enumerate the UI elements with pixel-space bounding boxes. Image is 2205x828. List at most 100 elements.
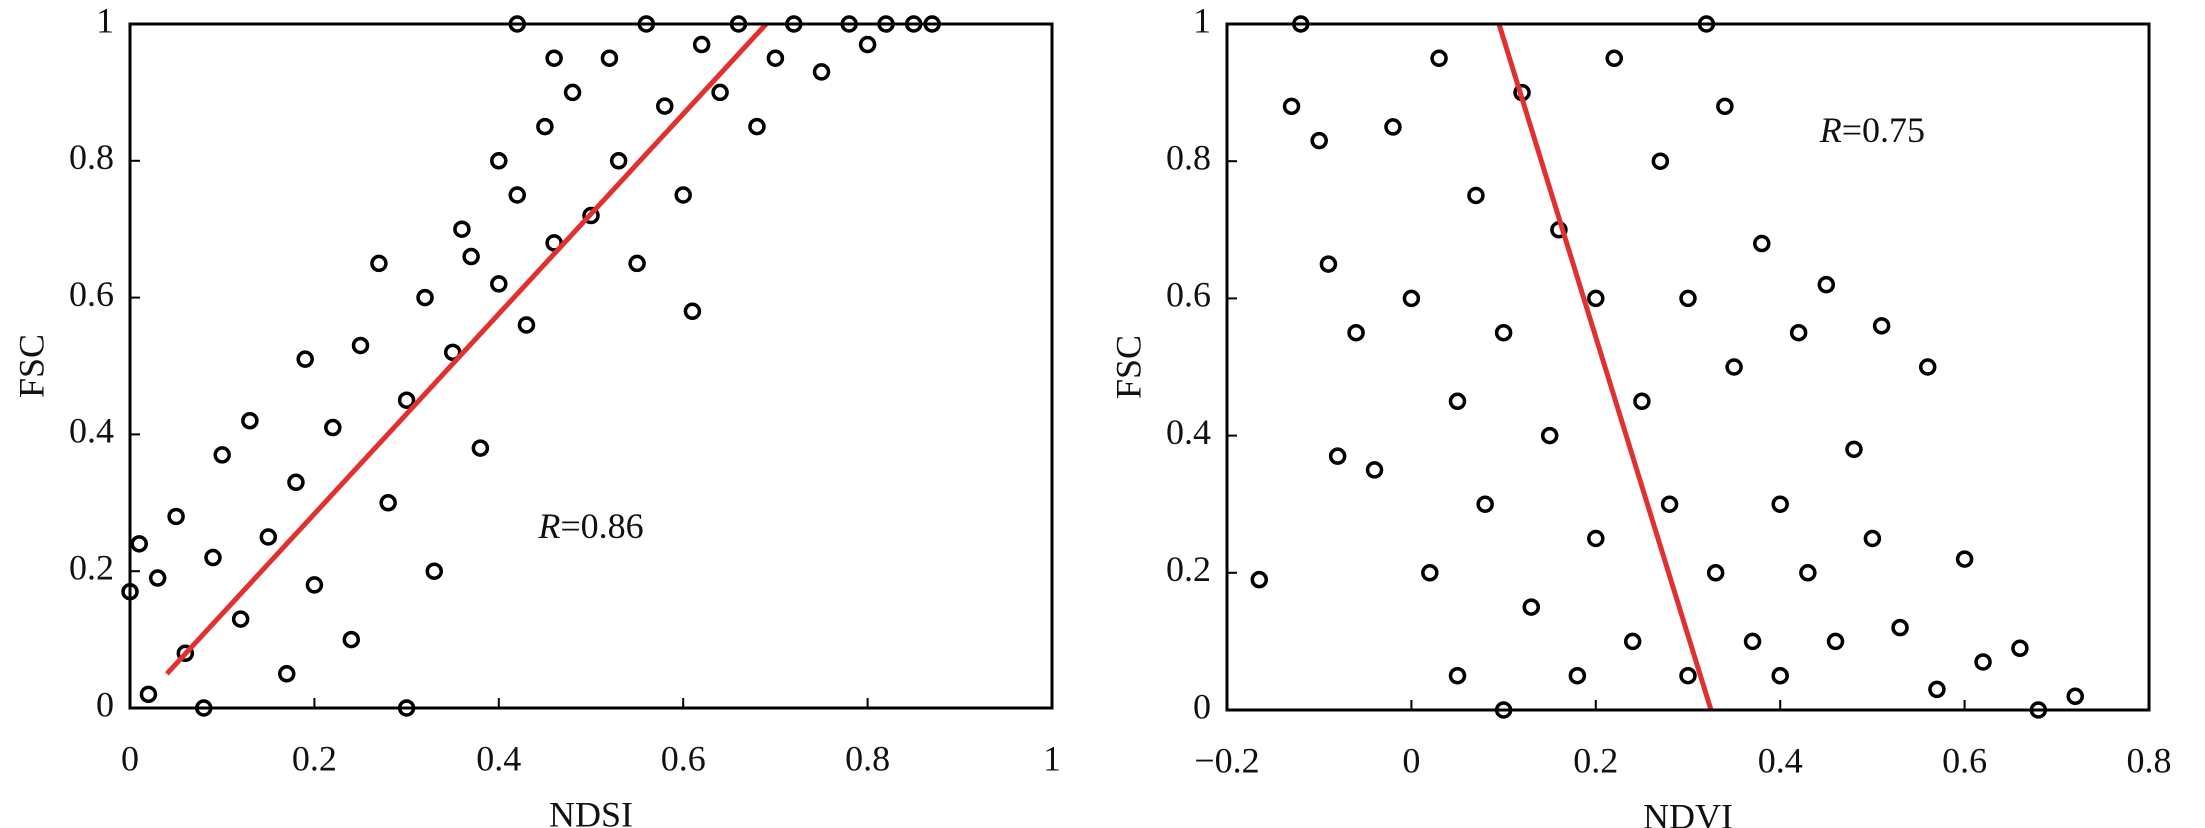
y-tick-label: 1 — [96, 0, 114, 40]
x-tick-label: 0 — [121, 738, 139, 778]
point — [296, 350, 314, 368]
point — [287, 473, 305, 492]
point — [1891, 618, 1909, 637]
y-axis-label: FSC — [1108, 335, 1148, 399]
x-tick-label: 1 — [1043, 738, 1061, 778]
point — [490, 275, 508, 293]
x-tick-label: 0.2 — [292, 738, 337, 778]
point — [711, 83, 729, 102]
y-tick-label: 0.4 — [1166, 412, 1211, 452]
annotation-variable: R — [1819, 110, 1842, 150]
point — [139, 685, 158, 704]
point — [1384, 118, 1402, 136]
point — [1448, 666, 1467, 685]
x-tick-label: 0 — [1402, 740, 1420, 780]
point — [1743, 632, 1762, 651]
point — [2066, 687, 2084, 706]
point — [1494, 323, 1513, 342]
point — [1319, 255, 1338, 273]
point — [1633, 392, 1651, 411]
point — [1789, 323, 1808, 342]
point — [683, 302, 702, 321]
annotation: R=0.75 — [1819, 110, 1925, 150]
point — [241, 411, 259, 430]
y-tick-label: 0.8 — [69, 137, 114, 177]
point — [1679, 666, 1697, 685]
point — [656, 97, 674, 115]
point — [213, 446, 231, 464]
x-tick-label: −0.2 — [1194, 740, 1259, 780]
point — [1771, 495, 1789, 513]
y-tick-label: 0.6 — [1166, 275, 1211, 315]
point — [1799, 564, 1817, 582]
annotation-variable: R — [537, 506, 560, 546]
point — [425, 562, 444, 580]
point — [1955, 550, 1974, 568]
point — [130, 535, 148, 553]
point — [342, 630, 361, 649]
point — [1522, 598, 1541, 616]
annotation: R=0.86 — [537, 506, 643, 546]
point — [370, 254, 388, 273]
x-axis-label: NDSI — [549, 794, 633, 828]
point — [1623, 632, 1642, 651]
point — [1448, 392, 1467, 411]
point — [1328, 447, 1347, 465]
point — [176, 644, 195, 663]
point — [1282, 97, 1301, 116]
point — [1679, 289, 1697, 308]
annotation-text: =0.86 — [560, 506, 643, 546]
point — [1974, 653, 1992, 671]
x-tick-label: 0.4 — [1758, 740, 1803, 780]
point — [600, 49, 619, 67]
y-tick-label: 0.2 — [1166, 549, 1211, 589]
point — [536, 117, 554, 136]
point — [692, 35, 711, 54]
point — [508, 186, 526, 204]
point — [167, 507, 185, 526]
point — [1716, 97, 1734, 116]
y-tick-label: 0.4 — [69, 411, 114, 451]
point — [462, 247, 480, 266]
y-tick-label: 0 — [1193, 686, 1211, 726]
point — [748, 117, 766, 136]
point — [1872, 317, 1891, 335]
x-tick-label: 0.2 — [1573, 740, 1618, 780]
point — [766, 49, 785, 67]
annotation-text: =0.75 — [1842, 110, 1925, 150]
point — [1365, 461, 1384, 479]
point — [812, 63, 831, 81]
point — [674, 186, 692, 204]
point — [1430, 49, 1448, 68]
point — [545, 49, 563, 67]
point — [1817, 275, 1836, 294]
y-axis-label: FSC — [11, 334, 51, 398]
point — [1863, 529, 1882, 548]
point — [2011, 639, 2029, 658]
point — [277, 665, 296, 683]
point — [1753, 234, 1771, 253]
point — [1660, 495, 1679, 513]
point — [1605, 49, 1623, 68]
y-tick-label: 0.6 — [69, 274, 114, 314]
fit-line — [165, 22, 769, 676]
point — [1540, 426, 1559, 445]
point — [1587, 289, 1605, 308]
point — [231, 610, 250, 628]
point — [563, 83, 582, 102]
point — [259, 528, 278, 546]
x-tick-label: 0.6 — [1942, 740, 1987, 780]
plot-frame — [128, 22, 1054, 710]
point — [324, 418, 342, 437]
point — [397, 391, 416, 409]
point — [490, 152, 508, 170]
plot-frame — [1225, 22, 2151, 712]
point — [1347, 323, 1365, 342]
point — [443, 343, 462, 362]
y-tick-label: 0.2 — [69, 547, 114, 587]
point — [1421, 564, 1439, 582]
point — [416, 288, 434, 307]
point — [1651, 152, 1670, 170]
point — [1587, 529, 1605, 548]
